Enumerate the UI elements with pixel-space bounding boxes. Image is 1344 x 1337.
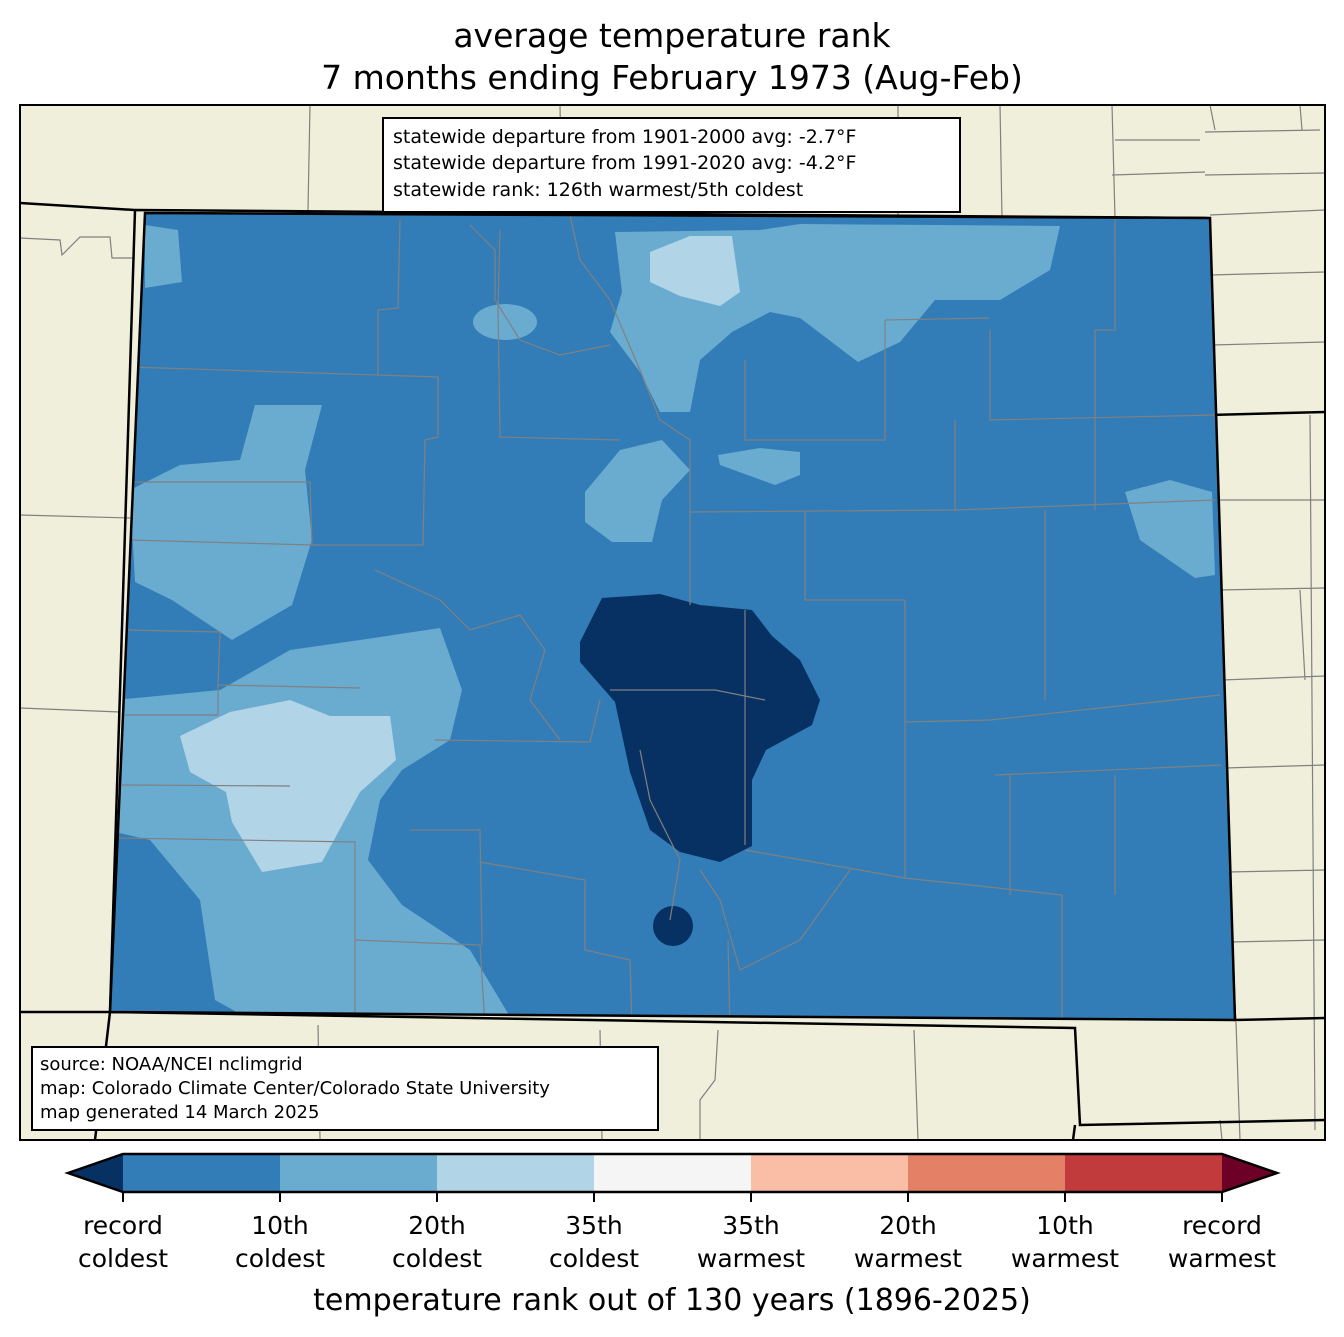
colorbar-tick-label: 35th — [565, 1211, 622, 1240]
map-credit-line: map: Colorado Climate Center/Colorado St… — [40, 1078, 550, 1099]
colorbar-tick-label: 20th — [879, 1211, 936, 1240]
colorbar-segment-20th-warmest — [908, 1154, 1065, 1192]
colorbar-tick-label: warmest — [1168, 1244, 1276, 1273]
colorbar-tick-label: coldest — [549, 1244, 639, 1273]
colorbar-segment-10th-warmest — [1065, 1154, 1222, 1192]
colorbar-tick-label: coldest — [235, 1244, 325, 1273]
regions-record-coldest — [580, 594, 820, 946]
colorbar-tick-label: record — [83, 1211, 163, 1240]
source-box: source: NOAA/NCEI nclimgrid map: Colorad… — [31, 1046, 659, 1131]
generated-date-line: map generated 14 March 2025 — [40, 1102, 319, 1123]
colorbar-segment-35th-coldest — [437, 1154, 594, 1192]
colorbar-tick-label: coldest — [392, 1244, 482, 1273]
colorbar-title: temperature rank out of 130 years (1896-… — [313, 1283, 1031, 1318]
colorbar-arrow-record-coldest — [68, 1154, 123, 1192]
stats-rank: statewide rank: 126th warmest/5th coldes… — [393, 179, 803, 201]
stats-departure-1901-2000: statewide departure from 1901-2000 avg: … — [393, 126, 856, 148]
title-line-2: 7 months ending February 1973 (Aug-Feb) — [321, 58, 1023, 97]
statewide-stats-box: statewide departure from 1901-2000 avg: … — [382, 117, 961, 213]
colorbar-tick-label: coldest — [78, 1244, 168, 1273]
colorbar-tick-label: 20th — [408, 1211, 465, 1240]
map-area — [20, 105, 1325, 1140]
colorbar-tick-label: warmest — [697, 1244, 805, 1273]
title-line-1: average temperature rank — [453, 16, 891, 55]
colorbar-arrow-record-warmest — [1222, 1154, 1277, 1192]
colorbar-tick-label: 10th — [1036, 1211, 1093, 1240]
colorbar-tick-label: warmest — [854, 1244, 962, 1273]
colorbar-tick-label: warmest — [1011, 1244, 1119, 1273]
colorbar-segment-neutral — [594, 1154, 751, 1192]
colorbar-tick-label: record — [1182, 1211, 1262, 1240]
colorbar-segment-35th-warmest — [751, 1154, 908, 1192]
source-line: source: NOAA/NCEI nclimgrid — [40, 1054, 303, 1075]
stats-departure-1991-2020: statewide departure from 1991-2020 avg: … — [393, 152, 856, 174]
colorado-rank-fill — [110, 213, 1235, 1020]
map-frame — [19, 104, 1326, 1141]
colorbar-tick-label: 35th — [722, 1211, 779, 1240]
colorbar-tick-label: 10th — [251, 1211, 308, 1240]
colorado-county-lines — [117, 214, 1223, 1020]
colorbar-segment-10th-coldest — [123, 1154, 280, 1192]
colorbar: record coldest 10th coldest 20th coldest 35th c… — [64, 1152, 1281, 1318]
colorbar-segment-20th-coldest — [280, 1154, 437, 1192]
colorado-outline — [108, 211, 1237, 1022]
